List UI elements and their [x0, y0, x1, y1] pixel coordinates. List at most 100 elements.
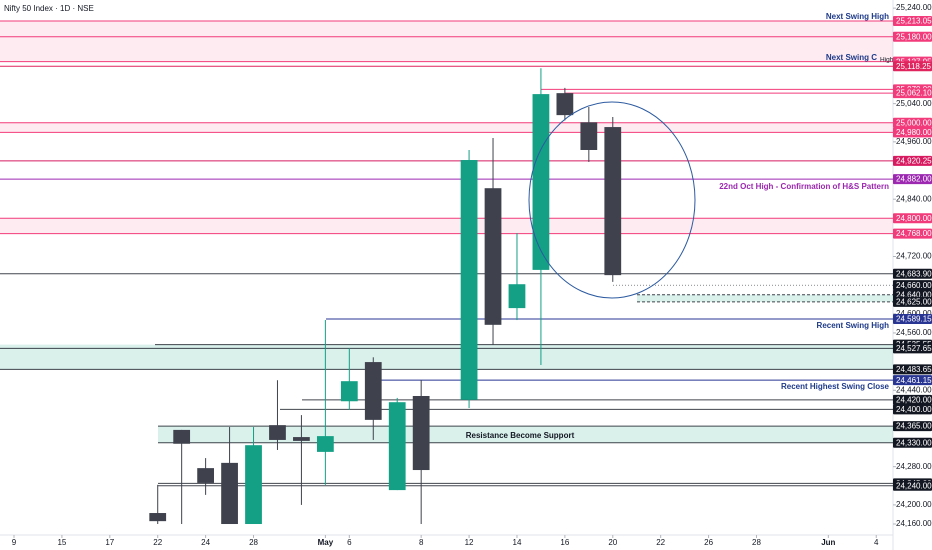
x-tick-label: 14: [513, 538, 522, 547]
candle-body: [245, 445, 262, 525]
price-tag-label: 25,180.00: [896, 32, 932, 41]
candle-body: [460, 160, 478, 400]
price-tag-label: 24,660.00: [896, 281, 932, 290]
price-tag-label: 24,240.00: [896, 481, 932, 490]
x-tick-label: 22: [656, 538, 665, 547]
price-tag: [893, 480, 932, 491]
price-tag: [893, 394, 932, 405]
x-tick-label: 22: [153, 538, 162, 547]
price-tag: [893, 117, 932, 128]
y-tick-label: 24,960.00: [896, 137, 932, 146]
candle-body: [508, 284, 526, 309]
price-tag-label: 24,920.25: [896, 156, 932, 165]
candle-body: [412, 395, 430, 471]
y-tick-label: 24,200.00: [896, 500, 932, 509]
annotation: Recent Highest Swing Close: [781, 382, 890, 391]
y-tick-label: 24,560.00: [896, 328, 932, 337]
price-tag: [893, 364, 932, 375]
price-tag-label: 24,800.00: [896, 214, 932, 223]
x-tick-label: 6: [347, 538, 352, 547]
price-tag: [893, 296, 932, 307]
x-tick-label: 28: [249, 538, 258, 547]
price-tag: [893, 375, 932, 386]
price-tag-label: 24,882.00: [896, 175, 932, 184]
price-tag: [893, 228, 932, 239]
x-tick-label: 28: [752, 538, 761, 547]
price-tag: [893, 421, 932, 432]
candle-body: [197, 468, 214, 483]
y-tick-label: 25,240.00: [896, 3, 932, 12]
annotation: Next Swing High: [826, 12, 889, 21]
x-tick-label: 9: [12, 538, 17, 547]
price-tag: [893, 343, 932, 354]
price-tag: [893, 88, 932, 99]
price-tag: [893, 280, 932, 291]
price-tag-label: 25,213.05: [896, 17, 932, 26]
candle-body: [388, 402, 406, 491]
x-tick-label: Jun: [821, 538, 835, 547]
price-tag: [893, 314, 932, 325]
y-tick-label: 24,720.00: [896, 252, 932, 261]
price-tag: [893, 437, 932, 448]
y-tick-label: 24,160.00: [896, 519, 932, 528]
candle-body: [364, 362, 382, 420]
highlight-ellipse: [528, 101, 696, 299]
y-tick-label: 24,440.00: [896, 385, 932, 394]
y-tick-label: 25,040.00: [896, 99, 932, 108]
annotation: Recent Swing High: [817, 321, 890, 330]
price-tag: [893, 127, 932, 138]
price-tag-label: 25,118.25: [896, 62, 932, 71]
candle-body: [293, 437, 310, 441]
y-tick-label: 24,600.00: [896, 309, 932, 318]
x-tick-label: 17: [105, 538, 114, 547]
price-tag-label: 24,527.65: [896, 344, 932, 353]
price-tag-label: 24,365.00: [896, 422, 932, 431]
price-tag-label: 24,400.00: [896, 405, 932, 414]
price-tag: [893, 213, 932, 224]
candle-body: [316, 436, 334, 452]
zone: [0, 218, 893, 234]
price-tag-label: 24,461.15: [896, 376, 932, 385]
price-tag: [893, 15, 932, 26]
candle-body: [221, 462, 238, 525]
candle-body: [173, 429, 191, 444]
candle-body: [580, 122, 598, 150]
price-tag-label: 24,420.00: [896, 395, 932, 404]
y-tick-label: 24,840.00: [896, 194, 932, 203]
price-tag-label: 24,640.00: [896, 290, 932, 299]
zone: [158, 426, 893, 443]
price-tag-label: 25,000.00: [896, 118, 932, 127]
x-tick-label: 16: [560, 538, 569, 547]
candle-body: [484, 188, 502, 325]
x-tick-label: 24: [201, 538, 210, 547]
zone: [0, 122, 893, 133]
candle-body: [340, 381, 358, 402]
price-tag: [893, 404, 932, 415]
y-tick-label: 24,280.00: [896, 462, 932, 471]
price-tag: [893, 61, 932, 72]
candle-body: [532, 94, 550, 270]
x-tick-label: 15: [57, 538, 66, 547]
x-tick-label: 20: [608, 538, 617, 547]
price-tag-label: 24,483.65: [896, 365, 932, 374]
price-tag: [893, 174, 932, 185]
price-tag-label: 24,625.00: [896, 298, 932, 307]
x-tick-label: May: [318, 538, 334, 547]
zone: [0, 20, 893, 62]
price-tag-label: 25,062.10: [896, 89, 932, 98]
x-tick-label: 26: [704, 538, 713, 547]
annotation: Resistance Become Support: [466, 431, 575, 440]
zone: [637, 294, 893, 302]
x-tick-label: 12: [465, 538, 474, 547]
price-tag-label: 24,589.15: [896, 315, 932, 324]
price-tag: [893, 268, 932, 279]
price-tag: [893, 31, 932, 42]
price-tag-label: 24,980.00: [896, 128, 932, 137]
chart-title: Nifty 50 Index · 1D · NSE: [4, 4, 94, 13]
candle-body: [556, 93, 574, 116]
price-tag: [893, 155, 932, 166]
x-tick-label: 8: [419, 538, 424, 547]
x-tick-label: 4: [874, 538, 879, 547]
candle-body: [269, 425, 286, 440]
